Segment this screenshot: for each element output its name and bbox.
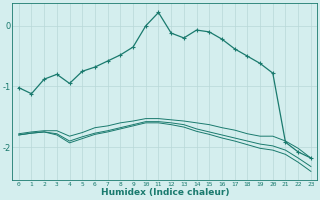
X-axis label: Humidex (Indice chaleur): Humidex (Indice chaleur) (100, 188, 229, 197)
